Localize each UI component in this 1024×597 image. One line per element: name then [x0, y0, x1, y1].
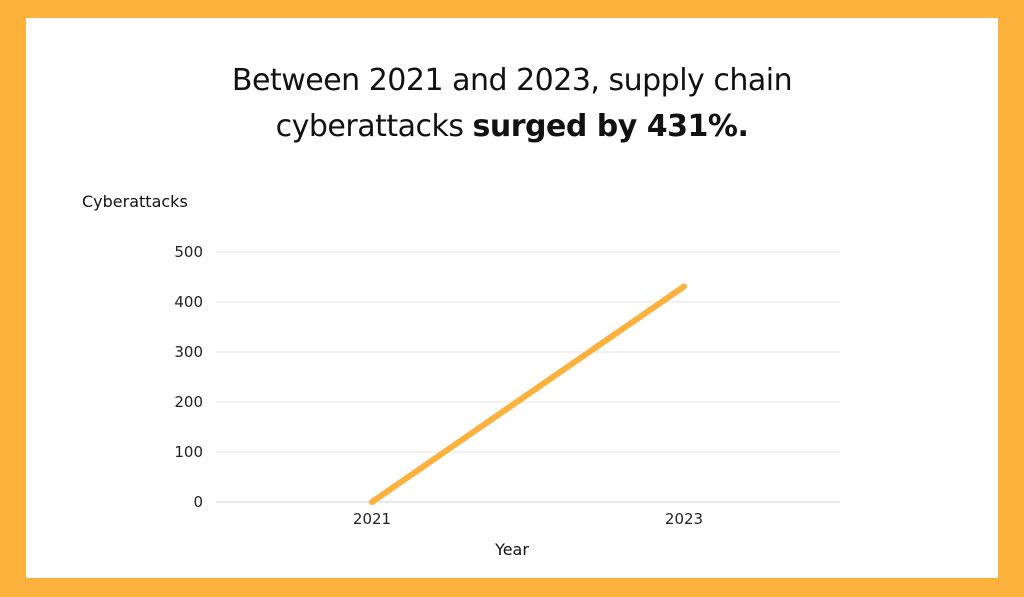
title-emphasis: surged by 431%. [472, 109, 749, 144]
series-line [369, 283, 687, 505]
y-tick-label: 0 [193, 493, 203, 511]
chart-card [26, 18, 998, 578]
x-axis-title: Year [494, 540, 529, 559]
title-line-2-prefix: cyberattacks [275, 109, 473, 144]
gridlines [216, 251, 840, 503]
x-tick-label: 2021 [353, 510, 391, 528]
x-tick-labels: 2021 2023 [353, 510, 703, 528]
chart-title: Between 2021 and 2023, supply chain cybe… [0, 58, 1024, 150]
y-tick-label: 200 [174, 393, 203, 411]
y-axis-title: Cyberattacks [82, 192, 188, 211]
y-tick-label: 400 [174, 293, 203, 311]
y-tick-label: 300 [174, 343, 203, 361]
title-line-1: Between 2021 and 2023, supply chain [231, 63, 793, 98]
y-tick-labels: 0 100 200 300 400 500 [174, 243, 203, 511]
title-line-2: cyberattacks surged by 431%. [0, 104, 1024, 150]
series-lines [369, 283, 687, 505]
x-tick-label: 2023 [665, 510, 703, 528]
y-tick-label: 500 [174, 243, 203, 261]
y-tick-label: 100 [174, 443, 203, 461]
